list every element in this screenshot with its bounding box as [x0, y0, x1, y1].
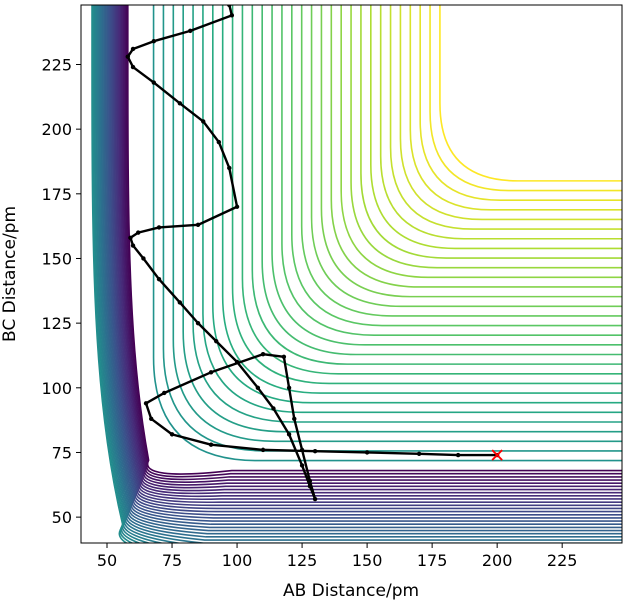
y-tick-label: 125 [41, 314, 72, 333]
x-tick-label: 175 [417, 551, 448, 570]
trajectory-point [208, 442, 214, 447]
trajectory-point [271, 406, 276, 411]
trajectory-point [141, 256, 146, 261]
trajectory-point [162, 390, 167, 396]
trajectory-point [312, 448, 318, 454]
trajectory-point [188, 28, 193, 34]
trajectory-point [229, 13, 235, 18]
y-axis-ticks: 50 75 100 125 150 175 200 225 [41, 55, 81, 527]
x-tick-label: 50 [97, 551, 117, 570]
trajectory-point [234, 204, 240, 209]
trajectory-point [156, 225, 162, 230]
y-tick-label: 225 [41, 55, 72, 74]
plot-frame [80, 4, 623, 544]
trajectory-point [177, 300, 183, 305]
trajectory-point [151, 39, 157, 44]
end-marker [491, 449, 503, 461]
trajectory-point [260, 447, 266, 453]
trajectory-point [125, 54, 131, 59]
trajectory-point [195, 320, 201, 326]
trajectory-point [455, 452, 461, 458]
trajectory-point [130, 243, 136, 248]
end-marker-stroke [491, 449, 503, 461]
y-tick-label: 200 [41, 120, 72, 139]
trajectory-point [130, 46, 136, 52]
trajectory-point [201, 119, 206, 124]
x-tick-label: 125 [287, 551, 318, 570]
trajectory-point [234, 359, 240, 365]
trajectory-point [364, 450, 370, 455]
y-tick-label: 75 [52, 443, 72, 462]
trajectory-point [281, 354, 287, 359]
trajectory-point [286, 432, 292, 437]
x-tick-label: 225 [547, 551, 578, 570]
y-tick-label: 175 [41, 185, 72, 204]
trajectory-point [128, 235, 133, 240]
trajectory-point [169, 432, 175, 437]
trajectory-point [214, 339, 219, 344]
trajectory-point [255, 385, 261, 391]
trajectory-point [227, 5, 232, 8]
trajectory-point [208, 370, 214, 375]
contour-lines [91, 5, 622, 543]
trajectory-point [292, 416, 297, 422]
trajectory-point [416, 451, 422, 456]
trajectory-point [143, 401, 149, 406]
trajectory-point [195, 222, 201, 228]
trajectory-point [156, 276, 162, 282]
trajectory-point [286, 385, 292, 391]
trajectory-point [227, 165, 232, 171]
trajectory-point [216, 139, 222, 145]
trajectory-point [224, 0, 228, 2]
y-tick-label: 150 [41, 249, 72, 268]
x-tick-label: 150 [352, 551, 383, 570]
trajectory-point [149, 416, 154, 422]
trajectory-point [151, 80, 157, 85]
trajectory-point [299, 463, 305, 468]
y-tick-label: 50 [52, 508, 72, 527]
trajectory-point [307, 483, 313, 489]
y-tick-label: 100 [41, 379, 72, 398]
trajectory-point [260, 351, 266, 357]
y-axis-label: BC Distance/pm [0, 206, 20, 342]
x-axis-ticks: 50 75 100 125 150 175 200 225 [97, 543, 578, 570]
trajectory-point [299, 447, 305, 453]
trajectory-point [177, 101, 183, 106]
trajectory-point [312, 496, 318, 502]
x-tick-label: 75 [162, 551, 182, 570]
trajectory-point [130, 64, 136, 70]
x-axis-label: AB Distance/pm [283, 581, 419, 600]
x-tick-label: 200 [482, 551, 513, 570]
x-tick-label: 100 [222, 551, 253, 570]
trajectory-point [307, 478, 313, 484]
trajectory-point [136, 230, 141, 235]
trajectory [125, 0, 500, 502]
